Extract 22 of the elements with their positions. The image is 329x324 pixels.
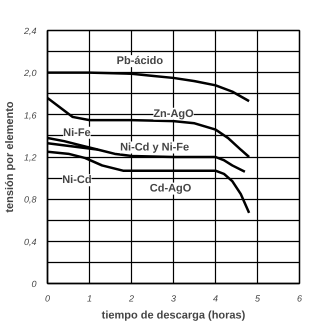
annotation: Ni-Cd y Ni-Fe	[120, 142, 190, 154]
annotation: Ni-Cd	[62, 174, 92, 186]
y-tick-label: 1,2	[24, 152, 37, 162]
y-tick-label: 2,4	[22, 26, 37, 36]
x-tick-label: 3	[170, 294, 176, 304]
x-tick-label: 0	[44, 294, 50, 304]
x-tick-label: 6	[296, 294, 302, 304]
x-tick-label: 2	[128, 294, 134, 304]
annotation: Cd-AgO	[150, 182, 192, 195]
y-tick-label: 0,8	[24, 194, 37, 205]
y-tick-label: 0,4	[24, 236, 37, 247]
x-tick-label: 1	[86, 294, 92, 304]
y-tick-label: 2,0	[22, 68, 37, 78]
y-tick-label: 0	[31, 279, 37, 289]
x-axis-title: tiempo de descarga (horas)	[102, 310, 246, 322]
x-tick-label: 4	[212, 294, 218, 304]
y-tick-label: 1,6	[24, 110, 37, 120]
x-tick-label: 5	[254, 294, 261, 304]
y-axis-title: tensión por elemento	[4, 101, 16, 213]
annotation: Ni-Fe	[63, 126, 91, 139]
annotation: Pb-ácido	[116, 55, 164, 68]
annotation: Zn-AgO	[153, 108, 194, 120]
